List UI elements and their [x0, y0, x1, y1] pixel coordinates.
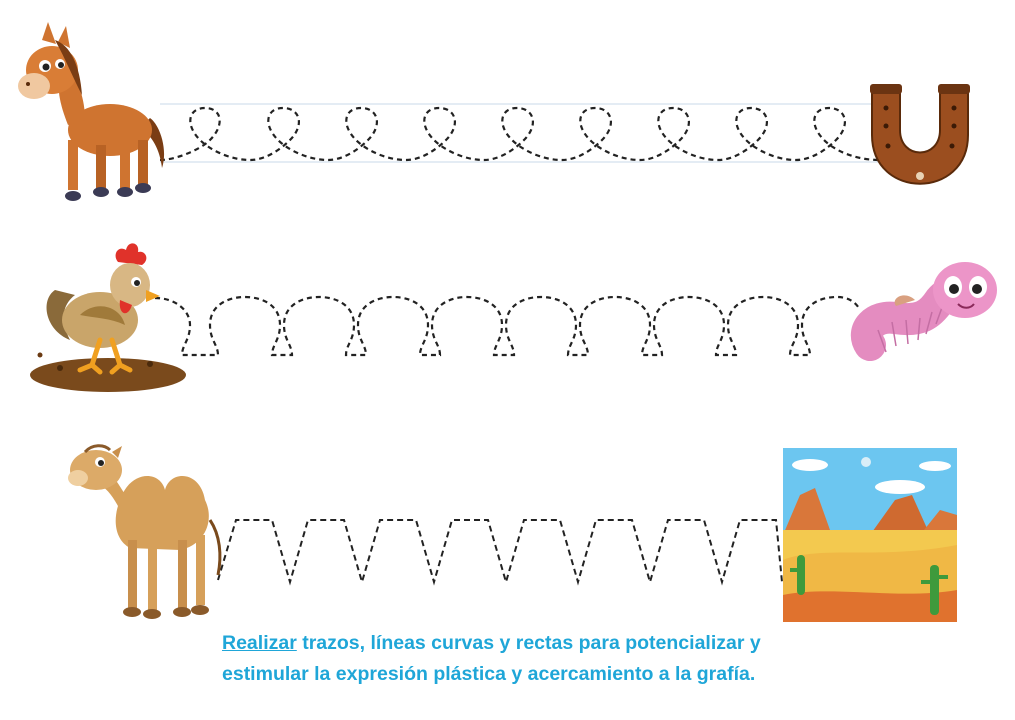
- trapezoid-trace-path[interactable]: [217, 519, 783, 586]
- horseshoe-picture: [870, 84, 970, 185]
- loop-trace-path[interactable]: [159, 106, 881, 162]
- instruction-line-1-text: trazos, líneas curvas y rectas para pote…: [296, 632, 761, 654]
- camel-picture: [68, 444, 222, 619]
- worm-picture: [850, 262, 997, 361]
- instruction-line-1: Realizar trazos, líneas curvas y rectas …: [222, 628, 822, 659]
- row-horse: [18, 22, 970, 201]
- rooster-picture: [30, 243, 186, 392]
- horse-picture: [18, 22, 165, 201]
- instruction-text: Realizar trazos, líneas curvas y rectas …: [222, 628, 822, 690]
- instruction-keyword: Realizar: [222, 632, 297, 654]
- instruction-line-2: estimular la expresión plástica y acerca…: [222, 663, 756, 685]
- row-camel: [68, 444, 957, 622]
- arch-trace-path[interactable]: [154, 295, 861, 357]
- desert-picture: [783, 448, 957, 622]
- row-rooster: [30, 243, 997, 392]
